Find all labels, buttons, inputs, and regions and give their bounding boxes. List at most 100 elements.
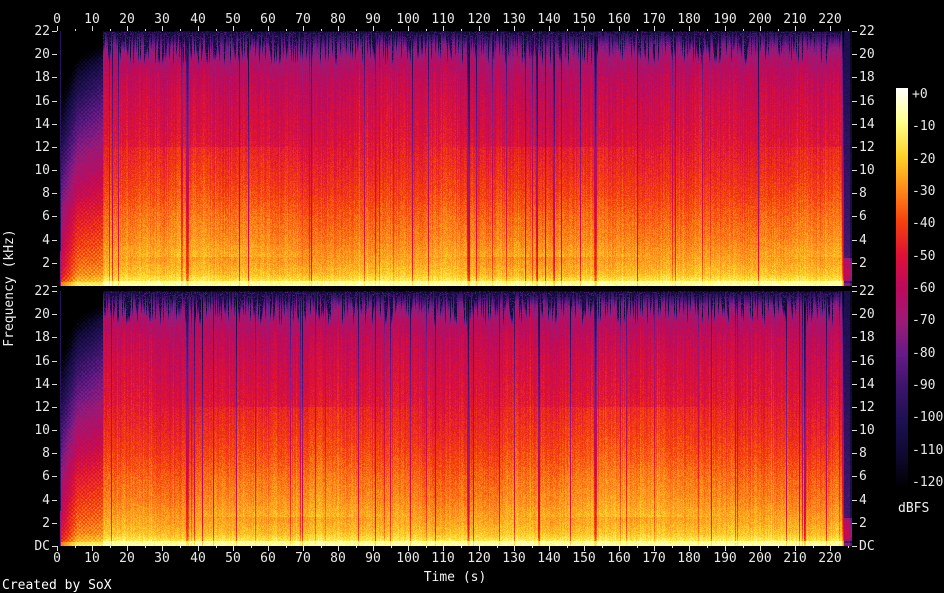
axis-tick <box>602 546 603 548</box>
frequency-tick-label: 22 <box>859 24 875 39</box>
axis-tick <box>852 361 857 362</box>
axis-tick <box>356 546 357 548</box>
axis-tick <box>689 546 690 551</box>
colorbar-tick-label: -30 <box>912 184 936 199</box>
axis-tick <box>852 476 857 477</box>
axis-tick <box>778 546 779 548</box>
time-tick-label: 40 <box>190 12 206 27</box>
axis-tick <box>443 26 444 31</box>
time-tick-label: 160 <box>607 551 631 566</box>
spectrogram-channel-1 <box>57 31 852 286</box>
axis-tick <box>373 26 374 31</box>
axis-tick <box>127 546 128 551</box>
time-tick-label: 10 <box>84 12 100 27</box>
axis-tick <box>303 546 304 551</box>
axis-tick <box>356 29 357 31</box>
frequency-tick-label: 10 <box>34 423 50 438</box>
axis-tick <box>584 26 585 31</box>
frequency-tick-label: 2 <box>859 516 867 531</box>
axis-tick <box>338 546 339 551</box>
frequency-tick-label: 16 <box>859 94 875 109</box>
frequency-tick-label: 8 <box>859 446 867 461</box>
axis-tick <box>286 546 287 548</box>
axis-tick <box>760 546 761 551</box>
time-tick-label: 180 <box>677 12 701 27</box>
time-tick-label: 130 <box>502 12 526 27</box>
colorbar-tick-label: -80 <box>912 346 936 361</box>
axis-tick <box>52 170 57 171</box>
axis-tick <box>567 29 568 31</box>
axis-tick <box>743 29 744 31</box>
axis-tick <box>852 240 857 241</box>
axis-tick <box>75 546 76 548</box>
axis-tick <box>532 546 533 548</box>
axis-tick <box>233 26 234 31</box>
axis-tick <box>251 546 252 548</box>
colorbar-tick-label: -100 <box>912 410 944 425</box>
axis-tick <box>52 337 57 338</box>
time-tick-label: 100 <box>396 551 420 566</box>
axis-tick <box>426 29 427 31</box>
time-tick-label: 200 <box>748 12 772 27</box>
frequency-tick-label: 14 <box>34 117 50 132</box>
time-tick-label: 150 <box>572 551 596 566</box>
axis-tick <box>92 26 93 31</box>
axis-tick <box>852 337 857 338</box>
axis-tick <box>52 147 57 148</box>
axis-tick <box>852 77 857 78</box>
axis-tick <box>813 29 814 31</box>
axis-tick <box>52 31 57 32</box>
colorbar-tick-label: -70 <box>912 313 936 328</box>
spectrogram-channel-2 <box>57 291 852 546</box>
sox-credit: Created by SoX <box>2 578 112 593</box>
time-tick-label: 50 <box>225 551 241 566</box>
axis-tick <box>52 54 57 55</box>
axis-tick <box>852 31 857 32</box>
frequency-tick-label: 12 <box>34 400 50 415</box>
frequency-tick-label: 16 <box>34 354 50 369</box>
axis-tick <box>672 29 673 31</box>
axis-tick <box>830 546 831 551</box>
axis-tick <box>852 286 857 287</box>
axis-tick <box>303 26 304 31</box>
time-tick-label: 50 <box>225 12 241 27</box>
time-tick-label: 120 <box>467 551 491 566</box>
frequency-tick-label: 22 <box>34 24 50 39</box>
time-tick-label: 180 <box>677 551 701 566</box>
frequency-tick-label: 4 <box>42 233 50 248</box>
time-tick-label: 220 <box>818 12 842 27</box>
axis-tick <box>479 26 480 31</box>
axis-tick <box>689 26 690 31</box>
axis-tick <box>549 26 550 31</box>
frequency-tick-label: 16 <box>34 94 50 109</box>
axis-tick <box>778 29 779 31</box>
axis-tick <box>127 26 128 31</box>
axis-tick <box>497 546 498 548</box>
axis-tick <box>52 476 57 477</box>
colorbar-tick-label: -110 <box>912 443 944 458</box>
axis-tick <box>52 77 57 78</box>
frequency-tick-label: 2 <box>859 256 867 271</box>
time-tick-label: 100 <box>396 12 420 27</box>
time-tick-label: 210 <box>783 551 807 566</box>
colorbar-tick-label: -50 <box>912 249 936 264</box>
axis-tick <box>110 546 111 548</box>
axis-tick <box>145 29 146 31</box>
axis-tick <box>57 26 58 31</box>
time-tick-label: 90 <box>365 551 381 566</box>
axis-tick <box>52 500 57 501</box>
axis-tick <box>408 546 409 551</box>
time-tick-label: 210 <box>783 12 807 27</box>
axis-tick <box>795 546 796 551</box>
frequency-tick-label: 8 <box>42 186 50 201</box>
axis-tick <box>619 546 620 551</box>
axis-tick <box>654 546 655 551</box>
time-tick-label: 70 <box>295 551 311 566</box>
axis-tick <box>286 29 287 31</box>
axis-tick <box>852 500 857 501</box>
axis-tick <box>52 430 57 431</box>
axis-tick <box>743 546 744 548</box>
time-axis-title: Time (s) <box>423 570 487 585</box>
time-tick-label: 10 <box>84 551 100 566</box>
time-tick-label: 0 <box>53 551 61 566</box>
